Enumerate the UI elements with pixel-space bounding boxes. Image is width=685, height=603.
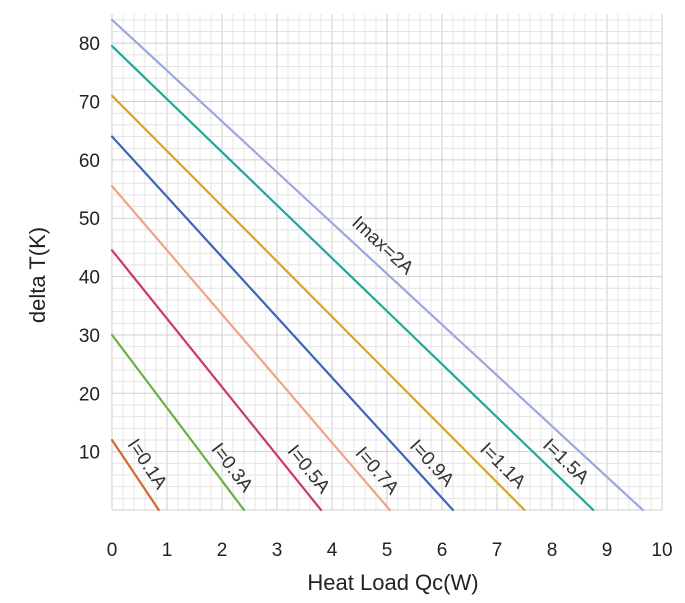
y-tick-label: 70 [79,93,100,114]
x-tick-label: 2 [217,540,228,561]
series-group [110,18,644,512]
y-tick-label: 60 [79,151,100,172]
series-label-5: I=1.1A [475,439,529,493]
x-tick-label: 5 [382,540,393,561]
x-tick-label: 8 [547,540,558,561]
series-line-0 [110,438,160,512]
y-tick-label: 30 [79,326,100,347]
x-tick-label: 0 [107,540,118,561]
series-line-3 [110,185,391,512]
x-tick-label: 6 [437,540,448,561]
y-tick-label: 50 [79,209,100,230]
series-line-6 [110,44,595,512]
x-axis-ticks: 0 1 2 3 4 5 6 7 8 9 10 [107,540,673,561]
y-tick-label: 40 [79,268,100,289]
series-line-1 [110,333,246,512]
y-axis-ticks: 10 20 30 40 50 60 70 80 [79,34,100,463]
x-tick-label: 10 [651,540,672,561]
x-tick-label: 4 [327,540,338,561]
x-tick-label: 1 [162,540,173,561]
series-line-5 [110,94,526,512]
y-tick-label: 10 [79,443,100,464]
x-tick-label: 3 [272,540,283,561]
series-line-4 [110,135,455,512]
series-label-2: I=0.5A [283,441,334,498]
x-tick-label: 7 [492,540,503,561]
y-tick-label: 80 [79,34,100,55]
y-axis-title: delta T(K) [25,227,50,323]
y-tick-label: 20 [79,384,100,405]
series-label-1: I=0.3A [207,439,257,496]
series-labels: I=0.1A I=0.3A I=0.5A I=0.7A I=0.9A I=1.1A I=1.… [123,212,593,499]
grid [111,14,663,511]
series-label-0: I=0.1A [123,435,171,493]
series-line-7 [110,18,644,512]
x-axis-title: Heat Load Qc(W) [307,570,478,595]
x-tick-label: 9 [602,540,613,561]
series-line-2 [110,249,323,512]
